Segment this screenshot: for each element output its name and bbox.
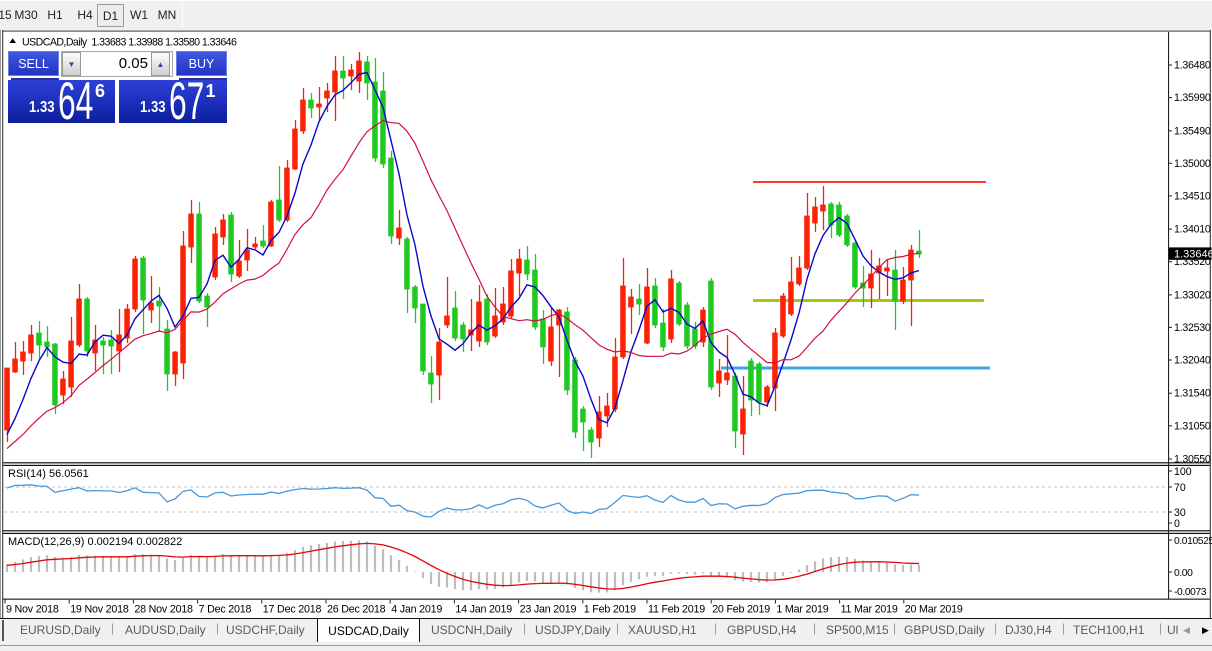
svg-text:MACD(12,26,9) 0.002194 0.00282: MACD(12,26,9) 0.002194 0.002822 [8, 536, 182, 548]
svg-text:USDCAD,Daily 1.33683 1.33988: USDCAD,Daily 1.33683 1.33988 1.33580 1.3… [22, 37, 237, 49]
svg-text:1.35490: 1.35490 [1174, 125, 1211, 137]
svg-text:1.34010: 1.34010 [1174, 224, 1211, 236]
svg-text:70: 70 [1174, 482, 1186, 494]
svg-text:-0.0073: -0.0073 [1174, 587, 1207, 598]
svg-text:1.35000: 1.35000 [1174, 158, 1211, 170]
svg-text:11 Mar 2019: 11 Mar 2019 [841, 604, 898, 616]
svg-text:11 Feb 2019: 11 Feb 2019 [648, 604, 705, 616]
svg-text:1.35990: 1.35990 [1174, 92, 1211, 104]
svg-text:1.32040: 1.32040 [1174, 355, 1211, 367]
svg-text:1.32530: 1.32530 [1174, 322, 1211, 334]
svg-text:19 Nov 2018: 19 Nov 2018 [70, 604, 129, 616]
svg-text:14 Jan 2019: 14 Jan 2019 [455, 604, 512, 616]
svg-text:1.30550: 1.30550 [1174, 454, 1211, 466]
svg-text:30: 30 [1174, 507, 1186, 519]
svg-text:23 Jan 2019: 23 Jan 2019 [520, 604, 577, 616]
svg-text:RSI(14) 56.0561: RSI(14) 56.0561 [8, 468, 89, 480]
svg-text:1 Feb 2019: 1 Feb 2019 [584, 604, 636, 616]
svg-text:1.33646: 1.33646 [1174, 248, 1212, 260]
svg-text:28 Nov 2018: 28 Nov 2018 [134, 604, 193, 616]
svg-text:0: 0 [1174, 518, 1180, 530]
svg-text:0.010525: 0.010525 [1174, 536, 1212, 547]
svg-text:0.00: 0.00 [1174, 568, 1193, 579]
svg-text:1.34510: 1.34510 [1174, 190, 1211, 202]
svg-text:4 Jan 2019: 4 Jan 2019 [391, 604, 442, 616]
svg-text:1.31540: 1.31540 [1174, 388, 1211, 400]
svg-text:1.31050: 1.31050 [1174, 420, 1211, 432]
svg-text:1.33020: 1.33020 [1174, 289, 1211, 301]
svg-text:9 Nov 2018: 9 Nov 2018 [6, 604, 59, 616]
svg-text:1.36480: 1.36480 [1174, 60, 1211, 72]
svg-text:17 Dec 2018: 17 Dec 2018 [263, 604, 322, 616]
svg-text:20 Mar 2019: 20 Mar 2019 [905, 604, 963, 616]
svg-text:20 Feb 2019: 20 Feb 2019 [712, 604, 770, 616]
svg-text:100: 100 [1174, 466, 1192, 478]
svg-text:26 Dec 2018: 26 Dec 2018 [327, 604, 386, 616]
svg-text:1 Mar 2019: 1 Mar 2019 [776, 604, 828, 616]
svg-text:7 Dec 2018: 7 Dec 2018 [199, 604, 252, 616]
